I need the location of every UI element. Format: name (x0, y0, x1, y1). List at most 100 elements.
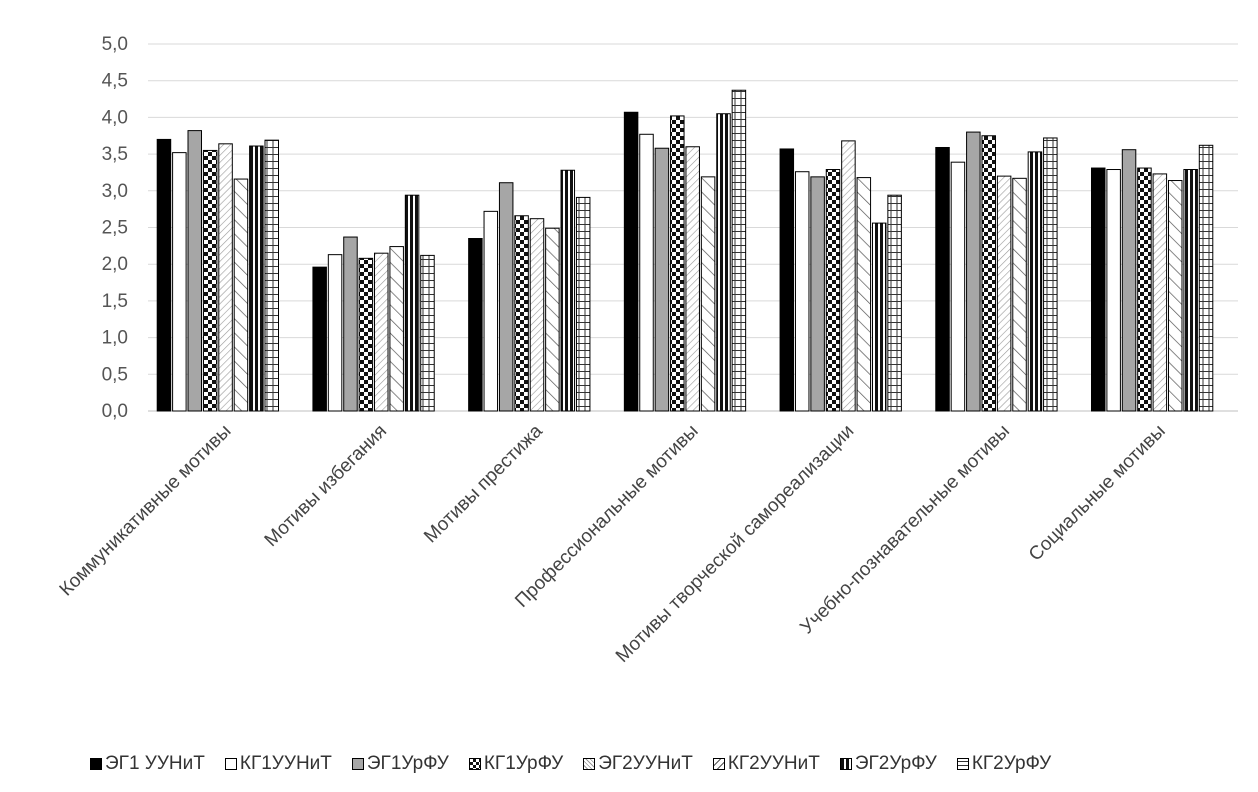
bar (654, 147, 670, 412)
bar (1198, 144, 1214, 412)
legend-swatch-icon (468, 758, 481, 770)
bar (312, 266, 327, 412)
y-tick-label: 1,0 (102, 328, 128, 349)
bar (404, 194, 420, 412)
legend-label: КГ1УрФУ (483, 753, 564, 774)
bars (156, 89, 1214, 412)
y-tick-label: 1,5 (102, 291, 128, 312)
bar (996, 175, 1012, 412)
bar (685, 146, 700, 412)
category-label: Мотивы престижа (420, 420, 547, 547)
category-label: Мотивы избегания (261, 421, 391, 551)
bar (514, 215, 529, 412)
bar (172, 152, 187, 412)
bar (871, 222, 887, 412)
bar (389, 246, 404, 412)
legend-item: ЭГ2УрФУ (839, 753, 937, 775)
bar (731, 89, 747, 412)
bar (841, 140, 856, 412)
bar (1043, 137, 1058, 412)
bar (156, 138, 172, 412)
bar (202, 149, 218, 412)
legend-item: ЭГ2УУНиТ (583, 753, 693, 775)
bar (233, 178, 249, 412)
bar (810, 176, 825, 412)
legend-item: КГ1УрФУ (468, 753, 564, 775)
bar (966, 131, 981, 412)
bar (794, 171, 810, 412)
bar (1152, 173, 1168, 412)
bar (1012, 177, 1027, 412)
y-tick-label: 0,0 (102, 401, 128, 422)
legend-swatch-icon (583, 758, 596, 770)
legend-label: ЭГ2УУНиТ (598, 753, 693, 774)
bar (887, 194, 902, 412)
legend-label: ЭГ1УрФУ (366, 753, 449, 774)
legend-swatch-icon (712, 758, 725, 770)
y-tick-label: 0,5 (102, 364, 128, 385)
bar (639, 133, 654, 412)
bar (420, 254, 435, 412)
y-tick-label: 3,5 (102, 144, 128, 165)
legend-label: КГ2УУНиТ (727, 753, 820, 774)
bar (935, 146, 950, 412)
bar (545, 227, 560, 412)
bar (483, 210, 499, 412)
bar (187, 130, 203, 412)
bar (468, 238, 483, 412)
bar (1137, 167, 1152, 412)
y-tick-label: 5,0 (102, 34, 128, 55)
bar (343, 236, 358, 412)
legend-swatch-icon (351, 758, 364, 770)
legend-label: ЭГ2УрФУ (854, 753, 937, 774)
bar (575, 196, 591, 412)
bar (249, 145, 264, 412)
y-tick-label: 2,5 (102, 218, 128, 239)
bar (779, 148, 795, 412)
bar (700, 176, 716, 412)
category-label: Социальные мотивы (1025, 421, 1170, 566)
legend-swatch-icon (956, 758, 969, 770)
bar (1106, 169, 1121, 412)
category-label: Коммуникативные мотивы (56, 421, 236, 601)
bar (1027, 151, 1043, 412)
x-axis: Коммуникативные мотивы Мотивы избегания Мо… (56, 420, 1170, 667)
bar (529, 218, 545, 412)
legend-item: КГ2УрФУ (956, 753, 1052, 775)
legend-item: КГ1УУНиТ (224, 753, 332, 775)
bar (218, 143, 233, 412)
bar (498, 182, 514, 412)
legend-label: КГ2УрФУ (971, 753, 1052, 774)
y-tick-label: 2,0 (102, 254, 128, 275)
bar (1167, 180, 1183, 412)
bar (358, 257, 374, 412)
bar-chart: 0,0 0,5 1,0 1,5 2,0 2,5 3,0 3,5 4,0 4,5 5,0 Коммун… (56, 34, 1238, 667)
bar (1090, 167, 1106, 412)
legend-swatch-icon (224, 758, 237, 770)
legend-swatch-icon (839, 758, 852, 770)
category-label: Профессиональные мотивы (511, 421, 702, 612)
y-tick-label: 4,5 (102, 71, 128, 92)
bar (623, 111, 639, 412)
bar (670, 115, 685, 412)
bar (560, 169, 576, 412)
category-label: Мотивы творческой самореализации (612, 421, 858, 667)
bar (1183, 169, 1198, 412)
bar (264, 139, 280, 412)
legend-swatch-icon (90, 758, 102, 770)
bar (716, 113, 731, 412)
y-tick-label: 4,0 (102, 107, 128, 128)
bar (327, 254, 343, 412)
bar (1121, 149, 1137, 412)
bar (981, 135, 996, 412)
legend-item: ЭГ1УрФУ (351, 753, 449, 775)
legend-item: ЭГ1 УУНиТ (90, 753, 205, 775)
bar (374, 252, 389, 412)
y-axis: 0,0 0,5 1,0 1,5 2,0 2,5 3,0 3,5 4,0 4,5 5,0 (102, 34, 128, 422)
bar (856, 177, 872, 412)
y-tick-label: 3,0 (102, 181, 128, 202)
bar (825, 169, 841, 412)
legend-label: ЭГ1 УУНиТ (105, 753, 205, 774)
legend-item: КГ2УУНиТ (712, 753, 820, 775)
bar (950, 161, 966, 412)
